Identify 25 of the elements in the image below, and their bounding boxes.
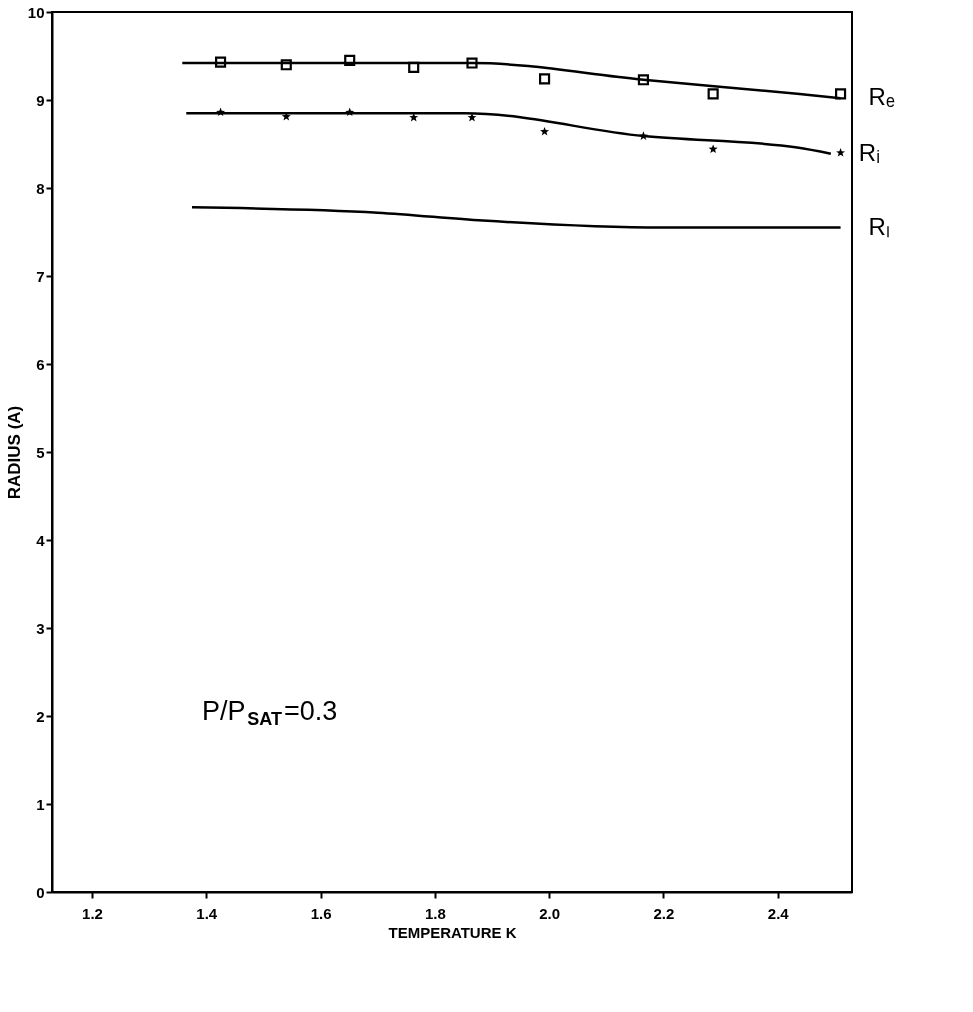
series-label: Rₗ [868, 212, 890, 240]
y-tick-label: 7 [36, 267, 45, 285]
line-series [190, 206, 842, 229]
y-tick-label: 0 [36, 883, 45, 901]
y-tick-label: 4 [36, 531, 46, 549]
x-tick-label: 1.4 [196, 904, 218, 922]
y-tick-label: 2 [36, 707, 45, 725]
y-tick-label: 5 [36, 443, 45, 461]
x-tick-label: 1.2 [82, 904, 103, 922]
x-tick-label: 2.0 [539, 904, 561, 922]
x-tick-label: 1.8 [424, 904, 446, 922]
y-tick-label: 8 [36, 179, 45, 197]
line-series [185, 111, 833, 155]
y-tick-label: 1 [36, 795, 45, 813]
y-tick-label: 6 [36, 355, 45, 373]
y-tick-label: 10 [27, 3, 45, 21]
x-axis-title: TEMPERATURE K [388, 923, 517, 941]
x-tick-label: 2.4 [767, 904, 790, 922]
y-axis-title: RADIUS (A) [4, 405, 24, 500]
series-label: Rᵢ [858, 138, 880, 166]
y-tick-label: 9 [36, 91, 45, 109]
x-tick-label: 2.2 [653, 904, 675, 922]
series-label: Rₑ [868, 83, 895, 111]
y-tick-label: 3 [36, 619, 45, 637]
x-tick-label: 1.6 [310, 904, 332, 922]
